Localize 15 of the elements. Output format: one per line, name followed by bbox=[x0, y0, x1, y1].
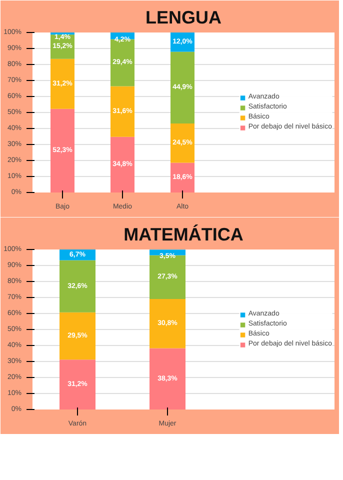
bar bbox=[60, 260, 96, 312]
bar bbox=[150, 298, 186, 348]
bar bbox=[170, 124, 194, 163]
bar bbox=[50, 58, 74, 109]
chart-title: MATEMÁTICA bbox=[124, 224, 244, 244]
bar bbox=[60, 312, 96, 360]
chart-title: LENGUA bbox=[146, 8, 222, 28]
bar bbox=[150, 348, 186, 410]
bar bbox=[60, 360, 96, 410]
bar bbox=[110, 136, 134, 192]
bar bbox=[170, 162, 194, 192]
bar bbox=[150, 255, 186, 299]
bar bbox=[170, 52, 194, 124]
bar bbox=[50, 108, 74, 192]
bar bbox=[110, 86, 134, 137]
